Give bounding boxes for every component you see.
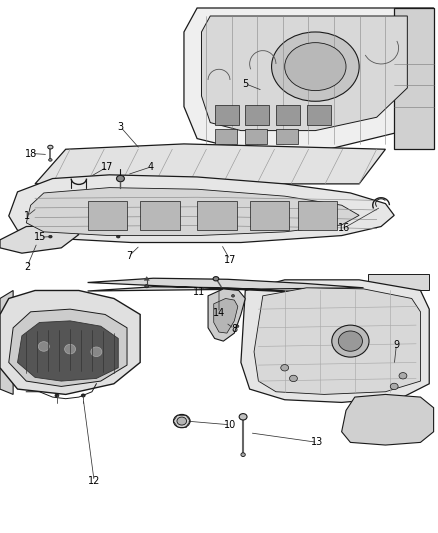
FancyBboxPatch shape	[307, 105, 331, 125]
Ellipse shape	[338, 331, 363, 351]
Ellipse shape	[232, 294, 235, 297]
Text: 5: 5	[242, 79, 248, 88]
Ellipse shape	[173, 415, 190, 427]
Ellipse shape	[49, 159, 52, 161]
Text: 8: 8	[231, 324, 237, 334]
Text: 15: 15	[34, 232, 46, 242]
Ellipse shape	[290, 375, 297, 382]
Polygon shape	[0, 290, 13, 394]
Text: 16: 16	[338, 223, 350, 233]
Polygon shape	[208, 289, 245, 341]
Polygon shape	[9, 175, 394, 243]
Ellipse shape	[241, 453, 245, 456]
Polygon shape	[18, 321, 118, 381]
Ellipse shape	[236, 325, 239, 327]
Ellipse shape	[285, 43, 346, 91]
Ellipse shape	[239, 414, 247, 420]
Ellipse shape	[65, 344, 75, 354]
FancyBboxPatch shape	[215, 129, 237, 144]
Text: 10: 10	[224, 420, 236, 430]
Text: 12: 12	[88, 477, 100, 486]
Polygon shape	[254, 288, 420, 394]
Ellipse shape	[272, 32, 359, 101]
Ellipse shape	[49, 236, 52, 238]
Text: 4: 4	[148, 162, 154, 172]
Ellipse shape	[39, 342, 49, 351]
Polygon shape	[184, 8, 434, 149]
Text: 7: 7	[126, 251, 132, 261]
Ellipse shape	[281, 365, 289, 371]
FancyBboxPatch shape	[276, 105, 300, 125]
FancyBboxPatch shape	[215, 105, 239, 125]
Text: 13: 13	[311, 438, 324, 447]
Polygon shape	[368, 274, 429, 290]
FancyBboxPatch shape	[245, 129, 267, 144]
Ellipse shape	[390, 383, 398, 390]
Ellipse shape	[55, 394, 59, 397]
Ellipse shape	[117, 236, 120, 238]
Ellipse shape	[91, 347, 102, 357]
Polygon shape	[214, 298, 238, 333]
FancyBboxPatch shape	[250, 201, 289, 230]
Text: 11: 11	[193, 287, 205, 296]
Ellipse shape	[145, 285, 149, 288]
FancyBboxPatch shape	[245, 105, 269, 125]
Ellipse shape	[332, 325, 369, 357]
Text: 9: 9	[393, 340, 399, 350]
Polygon shape	[35, 144, 385, 184]
Text: 17: 17	[101, 162, 113, 172]
FancyBboxPatch shape	[88, 201, 127, 230]
Text: 18: 18	[25, 149, 38, 158]
Ellipse shape	[177, 417, 187, 425]
Text: 17: 17	[224, 255, 236, 264]
Text: 1: 1	[24, 211, 30, 221]
Polygon shape	[241, 280, 429, 402]
Ellipse shape	[81, 394, 85, 397]
Polygon shape	[88, 278, 364, 295]
Ellipse shape	[48, 145, 53, 149]
Polygon shape	[394, 8, 434, 149]
Text: 2: 2	[24, 262, 30, 271]
FancyBboxPatch shape	[276, 129, 298, 144]
Text: 14: 14	[213, 308, 225, 318]
Ellipse shape	[213, 277, 219, 281]
Ellipse shape	[399, 373, 407, 379]
Polygon shape	[201, 16, 407, 131]
Ellipse shape	[117, 175, 124, 182]
Polygon shape	[144, 277, 149, 280]
Polygon shape	[9, 309, 127, 386]
Polygon shape	[0, 290, 140, 394]
Polygon shape	[26, 188, 359, 236]
Text: 3: 3	[117, 122, 124, 132]
FancyBboxPatch shape	[197, 201, 237, 230]
Polygon shape	[0, 225, 79, 253]
FancyBboxPatch shape	[140, 201, 180, 230]
FancyBboxPatch shape	[298, 201, 337, 230]
Polygon shape	[342, 394, 434, 445]
